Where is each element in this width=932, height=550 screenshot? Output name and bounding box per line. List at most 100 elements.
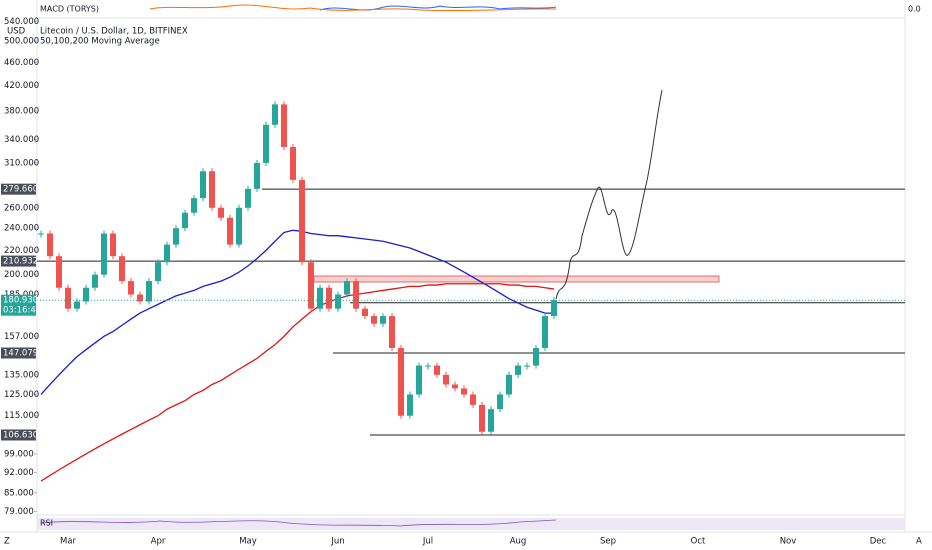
candle — [524, 365, 530, 367]
corner-button[interactable]: A — [916, 537, 922, 547]
candle — [281, 104, 287, 147]
macd-signal — [149, 4, 557, 12]
y-tick-label: 340.000 — [4, 135, 39, 145]
resistance-zone — [313, 275, 720, 283]
candle — [425, 365, 431, 367]
level-label: 210.932 — [3, 257, 38, 267]
y-tick-label: 115.000 — [4, 411, 39, 421]
x-tick-label: Sep — [600, 537, 616, 547]
candle — [317, 287, 323, 309]
level-label: 147.079 — [3, 349, 38, 359]
candle — [263, 124, 269, 163]
countdown: 03:16:47 — [3, 306, 41, 316]
current-price-box — [1, 294, 36, 316]
y-tick-label: 135.000 — [4, 370, 39, 380]
candle — [353, 281, 359, 309]
y-tick-label: 157.000 — [4, 332, 39, 342]
projection-drawing — [555, 89, 663, 300]
candle — [155, 262, 161, 282]
x-tick-label: Oct — [691, 537, 706, 547]
level-label-box — [1, 347, 36, 359]
candle — [443, 374, 449, 385]
x-tick-label: Nov — [780, 537, 797, 547]
candle — [479, 404, 485, 432]
y-tick-label: 99.000 — [4, 449, 34, 459]
candle — [92, 274, 98, 288]
y-tick-label: 92.000 — [4, 468, 34, 478]
candle — [299, 179, 305, 263]
moving-average — [40, 229, 554, 395]
candle — [173, 228, 179, 245]
y-tick-label: 500.000 — [4, 37, 39, 47]
candle — [326, 287, 332, 309]
y-tick-label: 85.000 — [4, 488, 34, 498]
macd-label: MACD (TORYS) — [40, 5, 99, 14]
candle — [335, 294, 341, 309]
candle — [101, 233, 107, 275]
y-tick-label: 380.000 — [4, 107, 39, 117]
candle — [533, 347, 539, 366]
x-tick-label: Mar — [60, 537, 77, 547]
y-tick-label: 220.000 — [4, 246, 39, 256]
currency-label: USD — [7, 27, 26, 37]
candle — [83, 287, 89, 302]
candle — [38, 233, 44, 235]
candle — [245, 188, 251, 208]
rsi-line — [40, 519, 557, 527]
current-price-label: 180.930 — [3, 296, 38, 306]
candle — [497, 394, 503, 410]
macd-value: 0.0 — [908, 5, 921, 14]
candle — [110, 233, 116, 257]
candle — [434, 365, 440, 375]
candle — [137, 294, 143, 302]
candle — [146, 281, 152, 302]
candle — [290, 146, 296, 180]
candle — [74, 301, 80, 309]
candle — [398, 347, 404, 416]
candle — [56, 256, 62, 288]
chart-subtitle: 50,100,200 Moving Average — [40, 37, 160, 47]
candle — [272, 104, 278, 125]
x-tick-label: Jun — [330, 537, 344, 547]
level-label: 106.630 — [3, 430, 38, 440]
candle — [344, 281, 350, 295]
x-tick-label: Dec — [870, 537, 887, 547]
level-label-box — [1, 255, 36, 267]
y-tick-label: 260.000 — [4, 203, 39, 213]
y-tick-label: 200.000 — [4, 270, 39, 280]
candle — [182, 212, 188, 229]
y-tick-label: 125.000 — [4, 390, 39, 400]
candle — [65, 287, 71, 309]
candle — [452, 384, 458, 389]
candle — [191, 198, 197, 213]
candle — [128, 281, 134, 295]
y-tick-label: 420.000 — [4, 81, 39, 91]
candle — [254, 162, 260, 189]
candle — [164, 244, 170, 263]
rsi-label: RSI — [40, 519, 53, 528]
y-tick-label: 240.000 — [4, 224, 39, 234]
candle — [47, 233, 53, 257]
y-tick-label: 79.000 — [4, 507, 34, 517]
moving-average — [40, 283, 555, 482]
level-label-box — [1, 429, 36, 441]
candle — [515, 365, 521, 375]
x-tick-label: Jul — [422, 537, 433, 547]
x-tick-label: May — [239, 537, 257, 547]
candle — [416, 365, 422, 395]
candle — [218, 207, 224, 218]
candle — [236, 207, 242, 245]
candle — [470, 394, 476, 405]
level-label: 279.660 — [3, 185, 38, 195]
candle — [362, 308, 368, 317]
candle — [200, 171, 206, 199]
x-tick-label: Aug — [510, 537, 527, 547]
candle — [461, 388, 467, 395]
y-tick-label: 460.000 — [4, 58, 39, 68]
corner-button[interactable]: Z — [4, 537, 10, 547]
y-tick-label: 540.000 — [4, 17, 39, 27]
x-tick-label: Apr — [151, 537, 166, 547]
candle — [308, 262, 314, 309]
candle — [551, 300, 557, 317]
